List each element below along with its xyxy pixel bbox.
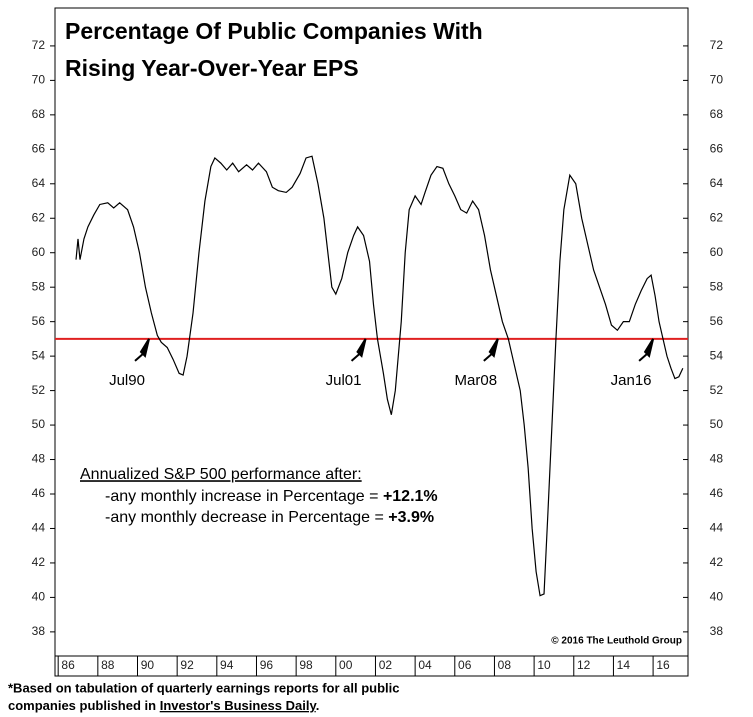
x-tick-label: 10 <box>537 658 551 672</box>
y2-tick-label: 48 <box>710 452 724 466</box>
y-tick-label: 64 <box>32 176 46 190</box>
x-tick-label: 02 <box>379 658 393 672</box>
footnote-source: Investor's Business Daily <box>160 698 318 713</box>
y2-tick-label: 50 <box>710 417 724 431</box>
x-tick-label: 86 <box>61 658 75 672</box>
y-tick-label: 70 <box>32 73 46 87</box>
footnote-text: companies published in <box>8 698 160 713</box>
y2-tick-label: 44 <box>710 521 724 535</box>
annotation-arrow <box>134 338 150 362</box>
footnote: companies published in Investor's Busine… <box>8 698 319 713</box>
annotation-label: Jan16 <box>611 372 652 389</box>
x-tick-label: 16 <box>656 658 670 672</box>
y-tick-label: 38 <box>32 624 46 638</box>
plot-frame <box>54 7 689 657</box>
x-tick-label: 88 <box>101 658 115 672</box>
y2-tick-label: 66 <box>710 141 724 155</box>
y-tick-label: 56 <box>32 314 46 328</box>
y2-tick-label: 42 <box>710 555 724 569</box>
y2-tick-label: 56 <box>710 314 724 328</box>
annotation-label: Jul01 <box>326 372 362 389</box>
y-tick-label: 58 <box>32 279 46 293</box>
note-value: +12.1% <box>383 488 438 505</box>
y-tick-label: 50 <box>32 417 46 431</box>
y-tick-label: 40 <box>32 590 46 604</box>
x-tick-label: 92 <box>180 658 194 672</box>
note-heading: Annualized S&P 500 performance after: <box>80 466 362 483</box>
annotation-label: Jul90 <box>109 372 145 389</box>
y2-tick-label: 70 <box>710 73 724 87</box>
y-tick-label: 48 <box>32 452 46 466</box>
x-tick-label: 98 <box>299 658 313 672</box>
note-line: -any monthly increase in Percentage = +1… <box>105 488 438 505</box>
y2-tick-label: 52 <box>710 383 724 397</box>
footnote: *Based on tabulation of quarterly earnin… <box>8 680 400 695</box>
x-tick-label: 06 <box>458 658 472 672</box>
footnote-text: . <box>316 698 320 713</box>
y-tick-label: 54 <box>32 348 46 362</box>
y2-tick-label: 46 <box>710 486 724 500</box>
chart-title: Percentage Of Public Companies With <box>65 18 483 44</box>
y2-tick-label: 62 <box>710 210 724 224</box>
y2-tick-label: 64 <box>710 176 724 190</box>
x-axis-strip <box>54 655 689 677</box>
y-tick-label: 52 <box>32 383 46 397</box>
y-tick-label: 44 <box>32 521 46 535</box>
x-tick-label: 12 <box>577 658 591 672</box>
x-tick-label: 14 <box>617 658 631 672</box>
x-tick-label: 90 <box>141 658 155 672</box>
y2-tick-label: 40 <box>710 590 724 604</box>
annotation-arrow <box>638 338 655 362</box>
y-tick-label: 42 <box>32 555 46 569</box>
annotation-label: Mar08 <box>455 372 498 389</box>
series-line <box>75 155 684 597</box>
y2-tick-label: 54 <box>710 348 724 362</box>
note-line: -any monthly decrease in Percentage = +3… <box>105 509 434 526</box>
y-tick-label: 60 <box>32 245 46 259</box>
note-text: -any monthly increase in Percentage = <box>105 488 383 505</box>
y-tick-label: 62 <box>32 210 46 224</box>
y-tick-label: 66 <box>32 141 46 155</box>
y-tick-label: 72 <box>32 38 46 52</box>
y-tick-label: 46 <box>32 486 46 500</box>
y2-tick-label: 38 <box>710 624 724 638</box>
chart-title: Rising Year-Over-Year EPS <box>65 55 359 81</box>
x-tick-label: 08 <box>498 658 512 672</box>
x-tick-label: 04 <box>418 658 432 672</box>
annotation-arrow <box>483 338 499 362</box>
x-tick-label: 94 <box>220 658 234 672</box>
annotation-arrow <box>350 338 367 362</box>
y-tick-label: 68 <box>32 107 46 121</box>
copyright: © 2016 The Leuthold Group <box>551 636 682 647</box>
y2-tick-label: 72 <box>710 38 724 52</box>
x-tick-label: 96 <box>260 658 274 672</box>
note-text: -any monthly decrease in Percentage = <box>105 509 388 526</box>
y2-tick-label: 58 <box>710 279 724 293</box>
y2-tick-label: 60 <box>710 245 724 259</box>
x-tick-label: 00 <box>339 658 353 672</box>
y2-tick-label: 68 <box>710 107 724 121</box>
note-value: +3.9% <box>388 509 434 526</box>
